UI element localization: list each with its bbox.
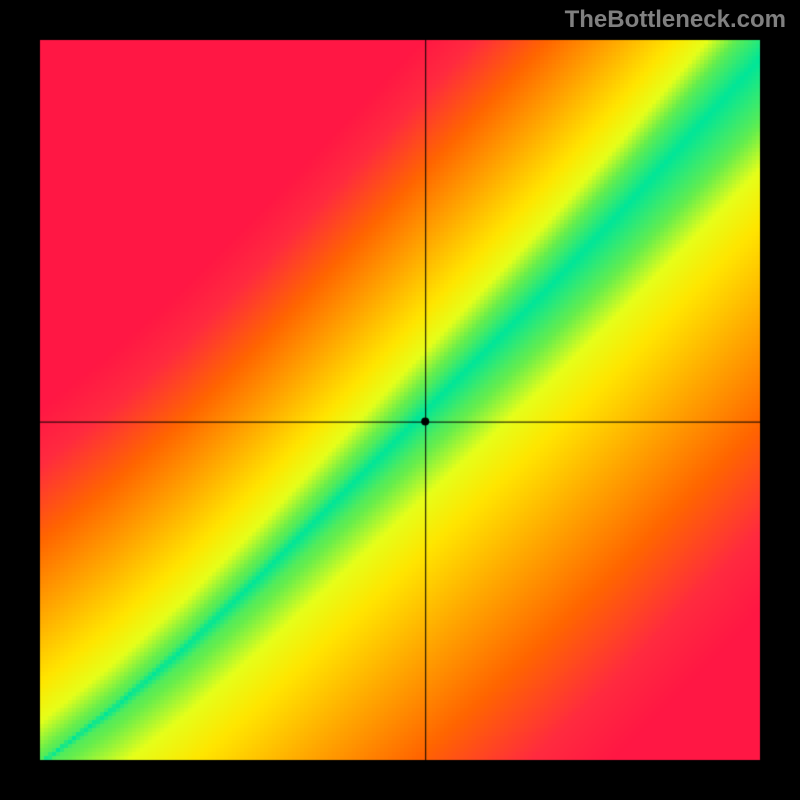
heatmap-canvas <box>0 0 800 800</box>
watermark-text: TheBottleneck.com <box>565 6 786 34</box>
chart-container: TheBottleneck.com <box>0 0 800 800</box>
